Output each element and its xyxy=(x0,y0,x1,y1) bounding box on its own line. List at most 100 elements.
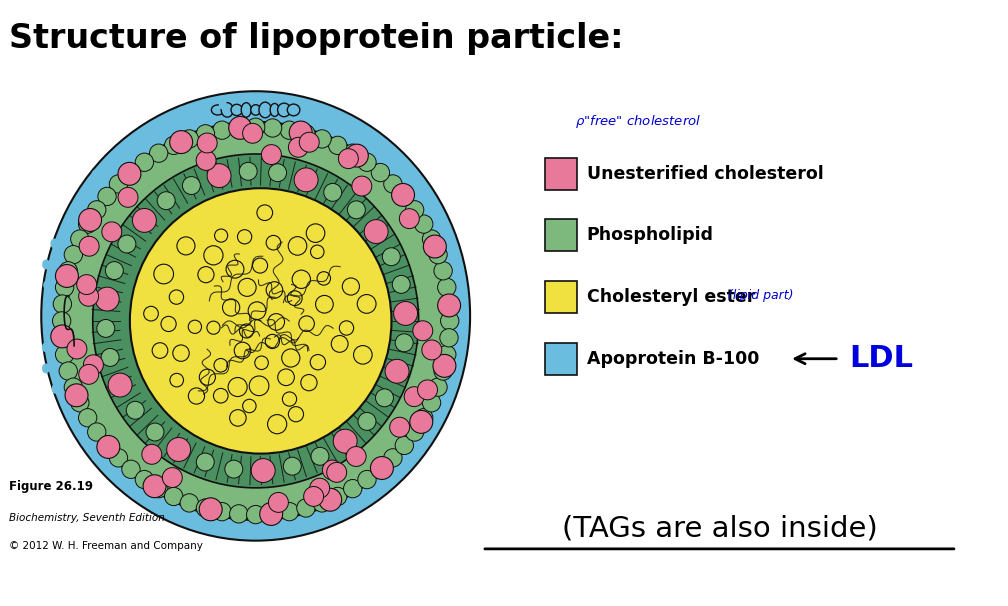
Circle shape xyxy=(395,436,413,454)
Circle shape xyxy=(303,487,324,507)
Circle shape xyxy=(358,470,376,488)
Circle shape xyxy=(172,345,190,361)
Circle shape xyxy=(154,264,173,284)
Circle shape xyxy=(348,201,365,219)
Circle shape xyxy=(59,262,78,280)
Circle shape xyxy=(230,119,248,137)
Circle shape xyxy=(261,145,281,165)
Circle shape xyxy=(288,138,308,157)
Text: Biochemistry, Seventh Edition: Biochemistry, Seventh Edition xyxy=(9,513,165,523)
Circle shape xyxy=(126,401,144,419)
Circle shape xyxy=(298,316,314,331)
Circle shape xyxy=(318,271,331,285)
Circle shape xyxy=(358,413,376,430)
Ellipse shape xyxy=(241,102,251,117)
Circle shape xyxy=(382,248,400,265)
Circle shape xyxy=(437,278,456,296)
Circle shape xyxy=(108,373,132,397)
Circle shape xyxy=(417,380,437,400)
Circle shape xyxy=(288,236,306,255)
Circle shape xyxy=(162,468,182,487)
Circle shape xyxy=(135,153,153,171)
Ellipse shape xyxy=(77,200,84,210)
Circle shape xyxy=(234,342,251,359)
Circle shape xyxy=(243,399,256,413)
Text: Figure 26.19: Figure 26.19 xyxy=(9,480,94,493)
FancyBboxPatch shape xyxy=(545,281,577,313)
Circle shape xyxy=(132,208,156,232)
Circle shape xyxy=(109,175,128,193)
Circle shape xyxy=(260,502,282,525)
Text: Apoprotein B-100: Apoprotein B-100 xyxy=(587,350,759,368)
Circle shape xyxy=(357,295,376,313)
Ellipse shape xyxy=(212,105,224,115)
Circle shape xyxy=(392,275,410,293)
Circle shape xyxy=(143,474,166,498)
Circle shape xyxy=(247,118,265,136)
Circle shape xyxy=(410,410,432,433)
Circle shape xyxy=(283,458,301,475)
Ellipse shape xyxy=(161,507,169,517)
Circle shape xyxy=(215,229,228,242)
Circle shape xyxy=(197,125,215,143)
Circle shape xyxy=(306,224,325,242)
Ellipse shape xyxy=(43,280,51,290)
Circle shape xyxy=(118,187,138,207)
Ellipse shape xyxy=(270,104,279,116)
Circle shape xyxy=(343,278,360,295)
Circle shape xyxy=(214,388,228,403)
Circle shape xyxy=(433,355,456,378)
Circle shape xyxy=(197,499,215,517)
Ellipse shape xyxy=(161,116,169,126)
Ellipse shape xyxy=(92,170,100,180)
Ellipse shape xyxy=(177,513,185,523)
Circle shape xyxy=(226,260,244,278)
Ellipse shape xyxy=(51,384,59,394)
Ellipse shape xyxy=(42,364,50,373)
Circle shape xyxy=(371,164,389,182)
Circle shape xyxy=(405,423,423,441)
Circle shape xyxy=(332,336,348,352)
Circle shape xyxy=(80,236,99,256)
Circle shape xyxy=(289,121,312,144)
Circle shape xyxy=(316,295,334,313)
Circle shape xyxy=(169,131,193,153)
Circle shape xyxy=(358,153,376,171)
Ellipse shape xyxy=(60,122,451,520)
Circle shape xyxy=(88,423,106,441)
Circle shape xyxy=(204,245,223,265)
Text: Structure of lipoprotein particle:: Structure of lipoprotein particle: xyxy=(9,22,624,55)
Ellipse shape xyxy=(126,142,134,152)
Circle shape xyxy=(299,132,320,152)
Circle shape xyxy=(97,319,115,338)
Ellipse shape xyxy=(50,239,58,248)
Circle shape xyxy=(182,176,201,195)
Ellipse shape xyxy=(219,519,227,528)
Circle shape xyxy=(55,278,74,296)
Circle shape xyxy=(433,262,453,280)
Circle shape xyxy=(79,408,97,427)
Ellipse shape xyxy=(91,451,99,461)
Circle shape xyxy=(176,237,195,255)
Circle shape xyxy=(238,278,256,296)
Text: $\rho$"free" cholesterol: $\rho$"free" cholesterol xyxy=(575,113,702,130)
Circle shape xyxy=(422,230,440,248)
Circle shape xyxy=(166,438,191,461)
Circle shape xyxy=(197,453,215,471)
Circle shape xyxy=(413,321,432,341)
Ellipse shape xyxy=(221,103,233,117)
Ellipse shape xyxy=(76,420,84,430)
Circle shape xyxy=(327,462,347,482)
Circle shape xyxy=(340,321,354,335)
Circle shape xyxy=(310,355,326,370)
FancyBboxPatch shape xyxy=(545,343,577,375)
Circle shape xyxy=(288,407,303,422)
Circle shape xyxy=(144,307,158,321)
Circle shape xyxy=(161,316,176,331)
Circle shape xyxy=(118,162,141,185)
Circle shape xyxy=(55,345,74,364)
Circle shape xyxy=(198,267,214,283)
Circle shape xyxy=(169,290,183,304)
Circle shape xyxy=(428,378,448,396)
Circle shape xyxy=(423,235,447,258)
